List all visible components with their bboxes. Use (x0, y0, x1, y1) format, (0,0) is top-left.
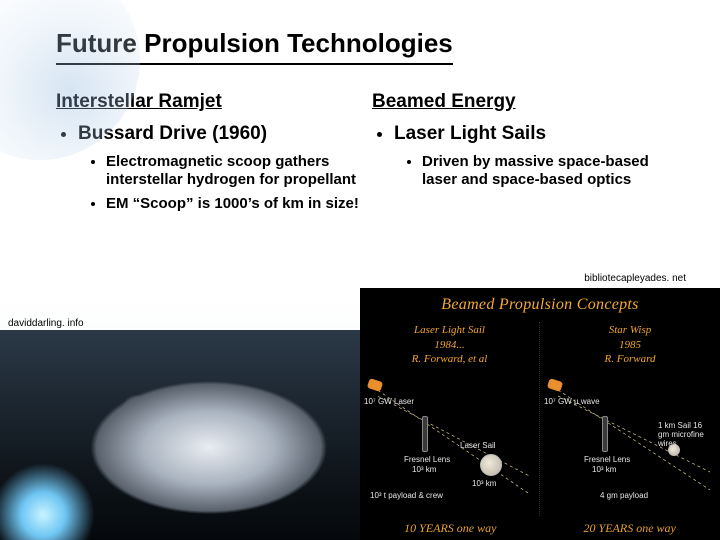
fresnel-label: Fresnel Lens (404, 456, 450, 465)
image-credit-right: bibliotecapleyades. net (584, 273, 686, 284)
fresnel-km-label: 10³ km (592, 466, 616, 475)
left-l1-item: Bussard Drive (1960) Electromagnetic sco… (78, 123, 362, 213)
payload-left-label: 10³ t payload & crew (370, 492, 443, 501)
slide: Future Propulsion Technologies Interstel… (0, 0, 720, 229)
laser-sail-km-label: 10³ km (472, 480, 496, 489)
footer-10yr: 10 YEARS one way (362, 521, 538, 536)
left-list-l1: Bussard Drive (1960) Electromagnetic sco… (56, 123, 362, 213)
uwave-label: 10⁷ GW µ wave (544, 398, 600, 407)
right-l1-text: Laser Light Sails (394, 123, 546, 144)
payload-right-label: 4 gm payload (600, 492, 648, 501)
fresnel-lens-icon (602, 416, 608, 452)
right-l1-item: Laser Light Sails Driven by massive spac… (394, 123, 678, 189)
beamed-left-sub2: 1984... (360, 339, 539, 352)
beamed-left-panel: Laser Light Sail 1984... R. Forward, et … (360, 322, 540, 516)
left-l1-text: Bussard Drive (1960) (78, 123, 267, 144)
beamed-right-panel: Star Wisp 1985 R. Forward 10⁷ GW µ wave … (540, 322, 720, 516)
beamed-left-sub3: R. Forward, et al (360, 353, 539, 366)
beamed-right-sub3: R. Forward (540, 353, 720, 366)
right-image-beamed: Beamed Propulsion Concepts Laser Light S… (360, 288, 720, 540)
fresnel-km-label: 10³ km (412, 466, 436, 475)
laser-label: 10⁷ GW Laser (364, 398, 414, 407)
beamed-right-sub2: 1985 (540, 339, 720, 352)
fresnel-lens-icon (422, 416, 428, 452)
right-l2-item: Driven by massive space-based laser and … (422, 153, 678, 189)
two-columns: Interstellar Ramjet Bussard Drive (1960)… (56, 85, 678, 219)
right-list-l1: Laser Light Sails Driven by massive spac… (372, 123, 678, 189)
left-image-ramjet (0, 330, 360, 540)
beamed-right-diagram: 10⁷ GW µ wave Fresnel Lens 10³ km 1 km S… (540, 372, 720, 522)
beamed-footer: 10 YEARS one way 20 YEARS one way (360, 521, 720, 536)
laser-sail-icon (480, 454, 502, 476)
left-column: Interstellar Ramjet Bussard Drive (1960)… (56, 85, 362, 219)
right-heading: Beamed Energy (372, 91, 678, 113)
beamed-title: Beamed Propulsion Concepts (360, 288, 720, 318)
footer-20yr: 20 YEARS one way (542, 521, 718, 536)
page-title: Future Propulsion Technologies (56, 28, 453, 65)
left-l2-item: EM “Scoop” is 1000’s of km in size! (106, 195, 362, 213)
fresnel-label: Fresnel Lens (584, 456, 630, 465)
right-list-l2: Driven by massive space-based laser and … (394, 153, 678, 189)
beamed-left-diagram: 10⁷ GW Laser Fresnel Lens 10³ km Laser S… (360, 372, 539, 522)
left-l2-item: Electromagnetic scoop gathers interstell… (106, 153, 362, 189)
left-heading: Interstellar Ramjet (56, 91, 362, 113)
image-credit-left: daviddarling. info (8, 318, 84, 329)
beamed-right-sub1: Star Wisp (540, 324, 720, 337)
laser-sail-label: Laser Sail (460, 442, 496, 451)
left-list-l2: Electromagnetic scoop gathers interstell… (78, 153, 362, 213)
wisp-label: 1 km Sail 16 gm microfine wires (658, 422, 714, 448)
right-column: Beamed Energy Laser Light Sails Driven b… (372, 85, 678, 219)
beamed-left-sub1: Laser Light Sail (360, 324, 539, 337)
